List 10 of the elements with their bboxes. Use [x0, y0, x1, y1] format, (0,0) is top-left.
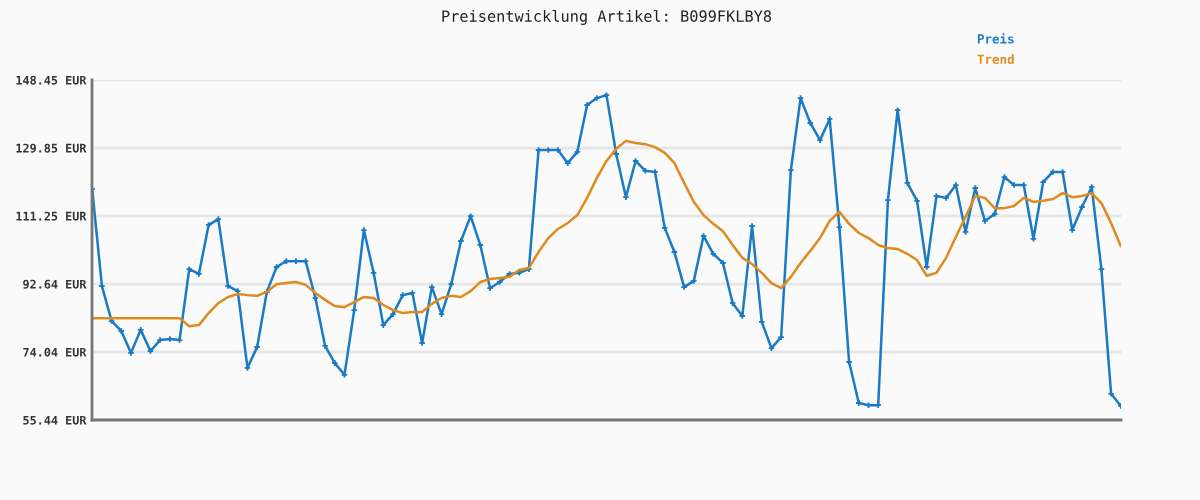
y-tick-label: 148.45 EUR	[16, 75, 87, 85]
y-tick-label: 92.64 EUR	[23, 279, 87, 289]
chart-title: Preisentwicklung Artikel: B099FKLBY8	[442, 9, 772, 25]
line-series	[92, 139, 1121, 328]
text: Trend	[977, 54, 1014, 64]
y-tick-label: 129.85 EUR	[16, 143, 87, 153]
y-tick-label: 74.04 EUR	[23, 347, 87, 357]
y-tick-label: 111.25 EUR	[16, 211, 87, 221]
y-tick-label: 55.44 EUR	[23, 415, 87, 425]
text: Preis	[977, 33, 1014, 44]
